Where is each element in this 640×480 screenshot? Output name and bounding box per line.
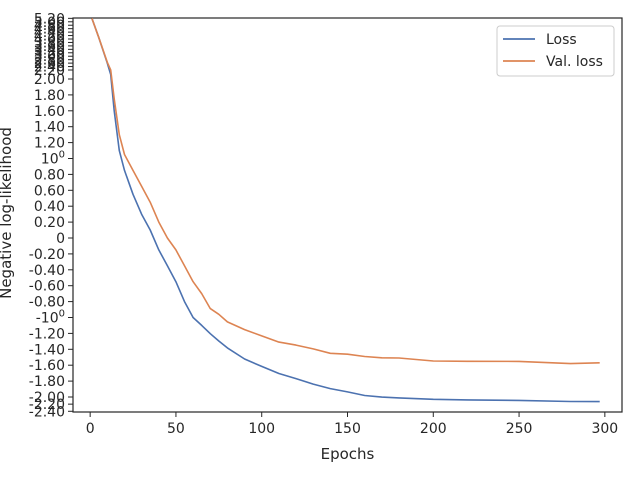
y-tick-label: 4.20 bbox=[34, 29, 65, 45]
y-tick-label: 1.20 bbox=[34, 136, 65, 152]
y-tick-label: -0.20 bbox=[29, 247, 65, 263]
y-tick-label: 2.20 bbox=[34, 63, 65, 79]
y-tick-label: -1.20 bbox=[29, 326, 65, 342]
x-axis: 0 50 100 150 200 250 300 bbox=[86, 412, 618, 437]
y-tick-label: -0.40 bbox=[29, 263, 65, 279]
y-tick-label: 3.40 bbox=[34, 42, 65, 58]
y-tick-label: -1.60 bbox=[29, 358, 65, 374]
legend: Loss Val. loss bbox=[496, 25, 615, 77]
y-tick-label: 5.20 bbox=[34, 11, 65, 27]
y-tick-label: -1.40 bbox=[29, 342, 65, 358]
y-tick-label: 2.00 bbox=[34, 72, 65, 88]
y-tick-label: -0.60 bbox=[29, 279, 65, 295]
y-tick-label: -0.80 bbox=[29, 295, 65, 311]
y-tick-label: -2.40 bbox=[29, 404, 65, 420]
y-axis: 5.205.004.804.604.404.204.003.803.603.40… bbox=[29, 11, 73, 420]
x-tick-label: 200 bbox=[420, 421, 447, 437]
x-tick-label: 100 bbox=[248, 421, 275, 437]
y-tick-label: 0.40 bbox=[34, 199, 65, 215]
plot-area bbox=[72, 17, 623, 413]
y-tick-label: 4.80 bbox=[34, 18, 65, 34]
y-tick-label: 2.80 bbox=[34, 53, 65, 69]
x-tick-label: 0 bbox=[86, 421, 95, 437]
y-tick-label: 3.80 bbox=[34, 35, 65, 51]
y-axis-label: Negative log-likelihood bbox=[0, 127, 15, 299]
series-line-val-loss bbox=[91, 18, 600, 365]
y-tick-label: 100 bbox=[41, 150, 65, 168]
y-tick-label: 0.20 bbox=[34, 215, 65, 231]
y-tick-label: 2.40 bbox=[34, 60, 65, 76]
y-tick-label: 4.40 bbox=[34, 25, 65, 41]
y-tick-label: 3.00 bbox=[34, 49, 65, 65]
y-tick-label: 3.20 bbox=[34, 46, 65, 62]
y-tick-label: 4.60 bbox=[34, 22, 65, 38]
y-tick-label: -2.20 bbox=[29, 397, 65, 413]
y-tick-label: 0.60 bbox=[34, 183, 65, 199]
x-axis-label: Epochs bbox=[321, 445, 375, 463]
x-tick-label: 250 bbox=[506, 421, 533, 437]
legend-label-val-loss: Val. loss bbox=[546, 54, 603, 70]
y-tick-label: 3.60 bbox=[34, 39, 65, 55]
y-tick-label: 1.80 bbox=[34, 88, 65, 104]
legend-label-loss: Loss bbox=[546, 32, 577, 48]
series-line-loss bbox=[91, 18, 600, 403]
x-tick-label: 300 bbox=[591, 421, 618, 437]
x-tick-label: 150 bbox=[334, 421, 361, 437]
y-tick-label: 2.60 bbox=[34, 56, 65, 72]
y-tick-label: 4.00 bbox=[34, 32, 65, 48]
y-tick-label: 5.00 bbox=[34, 15, 65, 31]
y-tick-label: 0 bbox=[56, 231, 65, 247]
y-tick-label: 1.60 bbox=[34, 104, 65, 120]
y-tick-label: 1.40 bbox=[34, 120, 65, 136]
y-tick-label: -100 bbox=[36, 309, 65, 327]
y-tick-label: 0.80 bbox=[34, 167, 65, 183]
series-lines bbox=[91, 18, 600, 403]
x-tick-label: 50 bbox=[167, 421, 185, 437]
y-tick-label: -1.80 bbox=[29, 374, 65, 390]
y-tick-label: -2.00 bbox=[29, 390, 65, 406]
